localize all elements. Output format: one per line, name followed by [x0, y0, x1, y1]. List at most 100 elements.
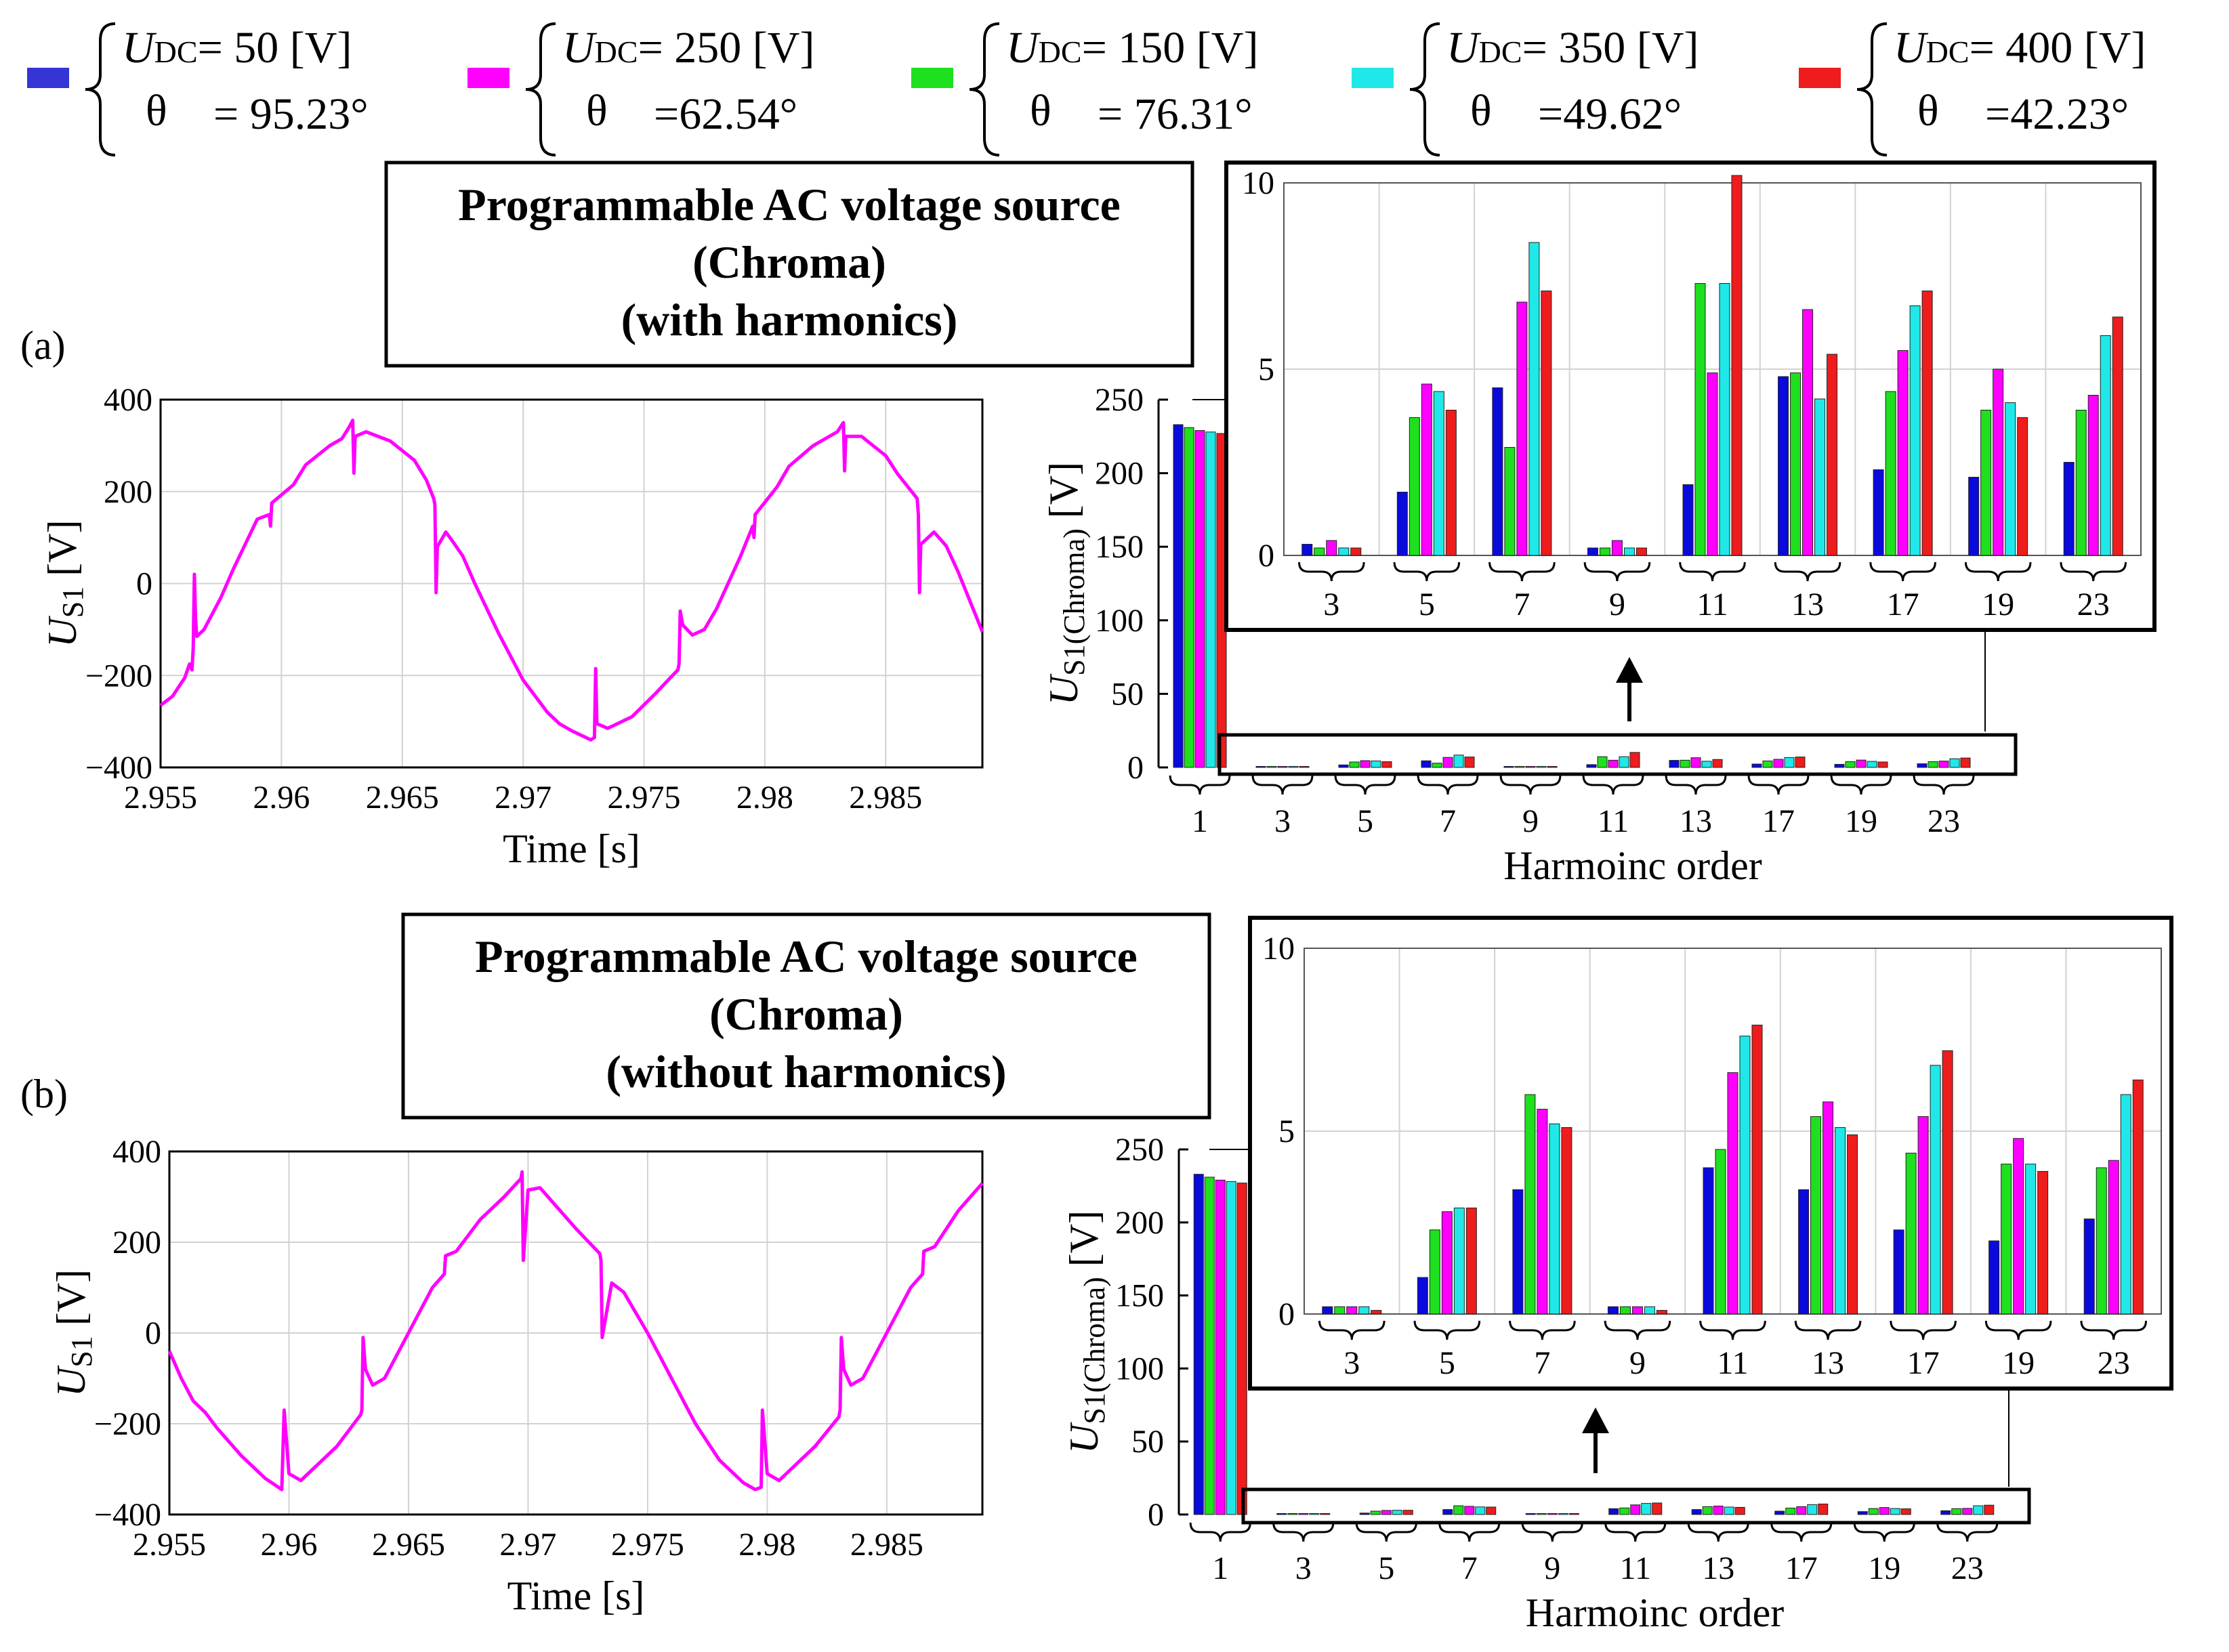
- bar: [1338, 764, 1349, 768]
- y-tick-label: 400: [112, 1134, 161, 1170]
- bar: [1429, 1229, 1440, 1315]
- bar: [1784, 757, 1795, 768]
- x-tick-label: 2.97: [495, 780, 551, 816]
- x-tick-label: 7: [1534, 1345, 1550, 1381]
- bar: [1917, 763, 1928, 768]
- bar: [1547, 766, 1558, 768]
- category-brace: [1189, 1522, 1251, 1542]
- bar: [1226, 1181, 1236, 1515]
- category-brace: [1830, 775, 1892, 795]
- bar: [1690, 757, 1701, 768]
- bar: [1751, 763, 1762, 768]
- x-tick-label: 1: [1192, 803, 1208, 839]
- x-tick-label: 2.985: [849, 780, 922, 816]
- legend-brace: [969, 22, 1000, 156]
- bar: [1371, 1310, 1382, 1315]
- bar: [2132, 1079, 2144, 1315]
- bar: [2025, 1164, 2037, 1315]
- category-brace: [1964, 562, 2032, 582]
- waveform-line: [159, 419, 984, 742]
- bar: [1516, 301, 1528, 556]
- bar: [1360, 760, 1371, 768]
- category-brace: [1251, 775, 1314, 795]
- x-tick-label: 23: [2077, 587, 2110, 622]
- bar: [1905, 1152, 1917, 1315]
- bar: [1561, 1127, 1572, 1315]
- bar: [1962, 1508, 1973, 1515]
- bar: [1298, 1513, 1309, 1515]
- legend-theta-value: =62.54°: [654, 89, 797, 139]
- category-brace: [1272, 1522, 1335, 1542]
- bar: [1536, 1513, 1547, 1515]
- bar: [1641, 1503, 1652, 1515]
- x-tick-label: 5: [1357, 803, 1373, 839]
- bar: [1856, 759, 1867, 768]
- bar: [1608, 1508, 1619, 1515]
- category-brace: [1699, 1320, 1766, 1340]
- x-tick-label: 2.975: [608, 780, 681, 816]
- bar: [1762, 760, 1773, 768]
- bar: [2120, 1094, 2131, 1315]
- category-brace: [1297, 562, 1365, 582]
- bar: [1173, 424, 1184, 768]
- x-tick-label: 13: [1702, 1550, 1734, 1586]
- bar: [1597, 756, 1608, 768]
- bar: [1215, 1179, 1226, 1515]
- bar: [1547, 1513, 1558, 1515]
- category-brace: [1604, 1522, 1667, 1542]
- panel-label-a: (a): [20, 323, 66, 368]
- x-tick-label: 9: [1609, 587, 1625, 622]
- y-tick-label: 150: [1095, 529, 1144, 565]
- bar: [1867, 761, 1877, 768]
- bar: [1857, 1511, 1868, 1515]
- x-tick-label: 2.96: [260, 1527, 317, 1563]
- category-brace: [1913, 775, 1975, 795]
- x-axis-label: Harmoinc order: [1503, 843, 1762, 888]
- x-tick-label: 5: [1439, 1345, 1455, 1381]
- bar: [1358, 1306, 1370, 1315]
- y-tick-label: 0: [1258, 538, 1274, 574]
- y-tick-label: 100: [1095, 603, 1144, 639]
- category-brace: [1679, 562, 1746, 582]
- x-tick-label: 2.98: [738, 1527, 795, 1563]
- bar: [1276, 1513, 1287, 1515]
- bar: [1402, 1510, 1413, 1515]
- bar: [1442, 757, 1453, 768]
- bar: [1669, 760, 1680, 768]
- bar: [1713, 1505, 1724, 1515]
- category-brace: [1417, 775, 1479, 795]
- category-brace: [1169, 775, 1231, 795]
- x-tick-label: 7: [1461, 1550, 1478, 1586]
- legend-brace: [525, 22, 556, 156]
- x-tick-label: 17: [1907, 1345, 1940, 1381]
- category-brace: [1413, 1320, 1481, 1340]
- y-tick-label: 10: [1242, 165, 1274, 201]
- bar: [1558, 1513, 1568, 1515]
- bar: [1326, 540, 1337, 556]
- legend-item: UDC= 150 [V] θ = 76.31°: [911, 22, 1258, 156]
- x-tick-label: 11: [1696, 587, 1728, 622]
- waveform-line: [167, 1170, 984, 1491]
- bar: [1349, 761, 1360, 768]
- y-tick-label: −200: [94, 1406, 161, 1442]
- bar: [1334, 1306, 1346, 1315]
- x-tick-label: 2.955: [133, 1527, 206, 1563]
- legend-brace: [85, 22, 116, 156]
- bar: [1381, 1510, 1392, 1515]
- category-brace: [1499, 775, 1562, 795]
- bar: [1691, 1509, 1702, 1515]
- bar: [1586, 764, 1597, 768]
- bar: [1453, 755, 1464, 768]
- bar: [1277, 766, 1288, 768]
- bar: [1682, 484, 1694, 556]
- bar: [1845, 761, 1856, 768]
- y-tick-label: 50: [1111, 676, 1144, 712]
- bar: [1184, 427, 1194, 768]
- bar: [1193, 1174, 1204, 1515]
- legend-udc-line: UDC= 350 [V]: [1446, 23, 1699, 72]
- x-tick-label: 23: [1951, 1550, 1984, 1586]
- bar: [1694, 283, 1706, 556]
- bar: [1607, 1306, 1619, 1315]
- bar: [1568, 1513, 1579, 1515]
